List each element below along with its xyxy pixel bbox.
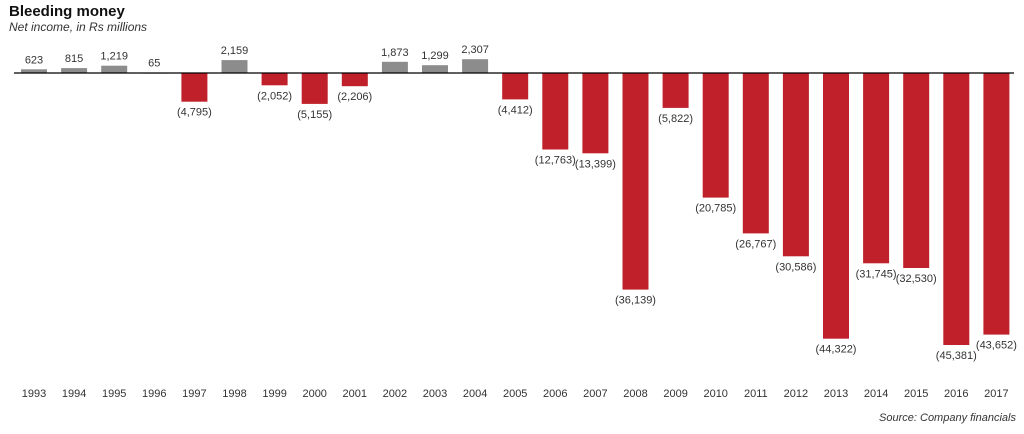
value-label-1994: 815 (65, 53, 83, 65)
bar-1999 (261, 73, 288, 86)
value-label-1998: 2,159 (221, 45, 249, 57)
bar-2010 (702, 73, 729, 198)
x-tick-label-2010: 2010 (703, 388, 727, 400)
bar-1993 (21, 69, 47, 73)
value-label-2008: (36,139) (615, 295, 656, 307)
value-label-2007: (13,399) (575, 158, 616, 170)
bar-2016 (943, 73, 970, 345)
bar-2017 (983, 73, 1010, 335)
x-tick-label-1999: 1999 (262, 388, 286, 400)
x-tick-label-2007: 2007 (583, 388, 607, 400)
value-label-2010: (20,785) (695, 203, 736, 215)
chart-subtitle: Net income, in Rs millions (9, 20, 148, 34)
bar-1997 (181, 73, 208, 102)
value-label-2016: (45,381) (936, 350, 977, 362)
value-label-2003: 1,299 (421, 50, 449, 62)
bar-2013 (823, 73, 849, 339)
bar-2009 (662, 73, 689, 108)
value-label-2017: (43,652) (976, 340, 1017, 352)
value-label-1993: 623 (25, 54, 43, 66)
value-label-2001: (2,206) (337, 91, 372, 103)
bar-2006 (542, 73, 569, 150)
source-note: Source: Company financials (879, 412, 1016, 424)
value-label-2015: (32,530) (896, 273, 937, 285)
x-tick-label-1995: 1995 (102, 388, 126, 400)
x-tick-label-2017: 2017 (984, 388, 1008, 400)
bar-2003 (422, 65, 448, 73)
value-label-1995: 1,219 (100, 51, 128, 63)
value-label-2014: (31,745) (856, 268, 897, 280)
value-label-2009: (5,822) (658, 113, 693, 125)
value-label-2006: (12,763) (535, 155, 576, 167)
x-tick-label-1996: 1996 (142, 388, 166, 400)
value-label-2004: 2,307 (461, 44, 489, 56)
value-label-2013: (44,322) (816, 344, 857, 356)
x-tick-label-2013: 2013 (824, 388, 848, 400)
x-tick-label-2008: 2008 (623, 388, 647, 400)
x-tick-label-2003: 2003 (423, 388, 447, 400)
bar-2001 (341, 73, 368, 87)
x-tick-label-1993: 1993 (22, 388, 46, 400)
bar-2005 (502, 73, 529, 100)
bar-2011 (742, 73, 769, 234)
value-label-1996: 65 (148, 58, 160, 70)
x-tick-label-2000: 2000 (302, 388, 326, 400)
value-label-1999: (2,052) (257, 90, 292, 102)
bar-1995 (101, 65, 128, 73)
x-tick-label-2009: 2009 (663, 388, 687, 400)
value-label-1997: (4,795) (177, 107, 212, 119)
bar-2007 (582, 73, 609, 154)
x-tick-label-2004: 2004 (463, 388, 487, 400)
bar-1998 (221, 60, 248, 73)
x-tick-label-1994: 1994 (62, 388, 86, 400)
bar-2002 (381, 61, 408, 73)
value-label-2002: 1,873 (381, 47, 409, 59)
bar-2015 (903, 73, 930, 268)
x-tick-label-2015: 2015 (904, 388, 928, 400)
x-tick-label-2014: 2014 (864, 388, 888, 400)
bar-2008 (622, 73, 649, 290)
x-tick-label-1997: 1997 (182, 388, 206, 400)
x-tick-label-2012: 2012 (784, 388, 808, 400)
value-label-2011: (26,767) (735, 238, 776, 250)
value-label-2005: (4,412) (498, 104, 533, 116)
chart-title: Bleeding money (9, 3, 125, 20)
x-tick-label-2005: 2005 (503, 388, 527, 400)
bar-2004 (462, 59, 489, 73)
bar-1994 (61, 68, 88, 73)
bar-2000 (301, 73, 328, 104)
bar-2014 (863, 73, 890, 264)
x-tick-label-2001: 2001 (343, 388, 367, 400)
x-tick-label-2002: 2002 (383, 388, 407, 400)
value-label-2000: (5,155) (297, 109, 332, 121)
bar-2012 (782, 73, 809, 257)
value-label-2012: (30,586) (775, 261, 816, 273)
x-tick-label-2006: 2006 (543, 388, 567, 400)
x-tick-label-2011: 2011 (744, 388, 768, 400)
x-tick-label-2016: 2016 (944, 388, 968, 400)
x-tick-label-1998: 1998 (222, 388, 246, 400)
